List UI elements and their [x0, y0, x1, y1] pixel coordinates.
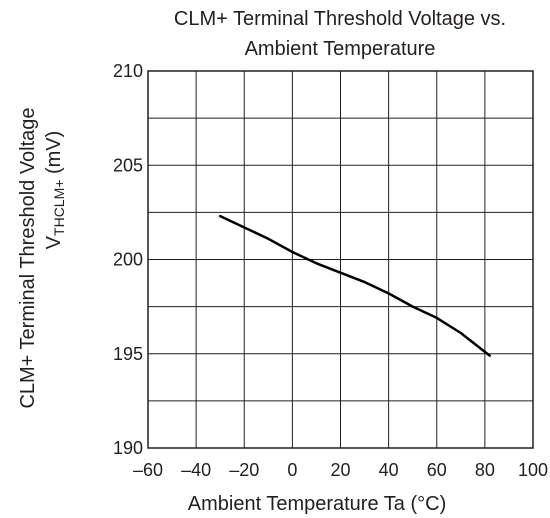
series-layer [218, 214, 491, 357]
y-tick-label: 200 [113, 250, 143, 270]
x-tick-label: 20 [330, 460, 350, 480]
plot-frame [147, 70, 534, 449]
y-tick-label: 190 [113, 438, 143, 458]
y-axis-label-subscript: THCLM+ [51, 180, 67, 236]
y-axis-label-symbol: V [43, 235, 65, 249]
chart-title-line-2: Ambient Temperature [245, 38, 436, 60]
y-axis-label-unit: (mV) [43, 131, 65, 180]
x-tick-labels: –60 –40 –20 0 20 40 60 80 100 [133, 460, 548, 480]
x-tick-label: 0 [287, 460, 297, 480]
x-tick-label: 60 [427, 460, 447, 480]
x-tick-label: –20 [229, 460, 259, 480]
y-axis-label-line-2: VTHCLM+ (mV) [43, 131, 67, 250]
x-tick-label: 40 [379, 460, 399, 480]
y-axis-label-line-1: CLM+ Terminal Threshold Voltage [17, 107, 39, 408]
x-tick-label: –40 [181, 460, 211, 480]
x-tick-label: 100 [518, 460, 548, 480]
chart-title-line-1: CLM+ Terminal Threshold Voltage vs. [174, 8, 506, 30]
x-tick-label: 80 [475, 460, 495, 480]
grid [147, 70, 534, 449]
series-line-0 [218, 214, 491, 357]
y-tick-label: 195 [113, 344, 143, 364]
y-tick-labels: 190 195 200 205 210 [113, 61, 143, 458]
y-tick-label: 210 [113, 61, 143, 81]
y-tick-label: 205 [113, 155, 143, 175]
x-axis-label: Ambient Temperature Ta (°C) [188, 493, 446, 515]
x-tick-label: –60 [133, 460, 163, 480]
